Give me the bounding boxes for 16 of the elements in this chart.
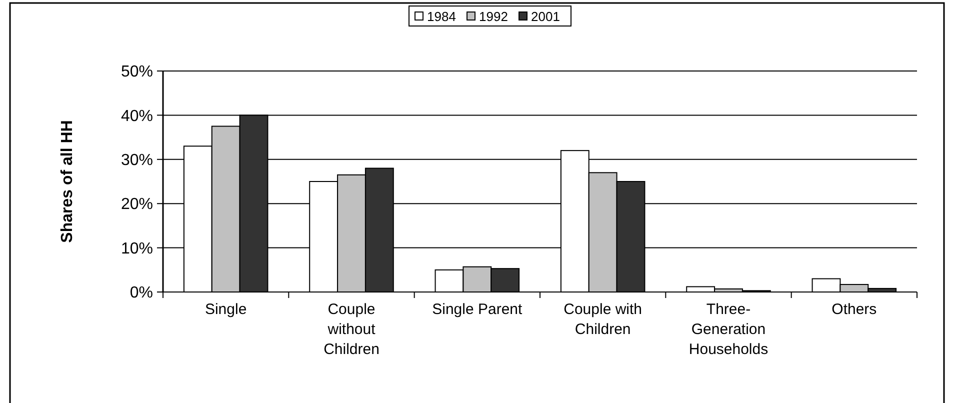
y-tick-label: 10% — [120, 240, 153, 258]
legend-label: 2001 — [531, 9, 560, 24]
x-tick-label: Others — [832, 301, 877, 318]
x-tick-label: Couple without Children — [324, 301, 380, 358]
x-tick-label: Three-Generation Households — [688, 301, 768, 358]
x-tick-label: Couple with Children — [564, 301, 642, 338]
legend-label: 1984 — [427, 9, 456, 24]
y-tick-label: 50% — [120, 64, 153, 81]
x-tick-label: Single Parent — [432, 301, 524, 318]
y-tick-label: 0% — [130, 284, 153, 302]
y-axis-title: Shares of all HH — [59, 120, 76, 243]
y-tick-label: 30% — [120, 152, 153, 169]
legend-label: 1992 — [479, 9, 508, 24]
y-tick-label: 20% — [120, 196, 153, 214]
x-tick-label: Single — [204, 301, 247, 318]
y-tick-label: 40% — [120, 108, 153, 125]
